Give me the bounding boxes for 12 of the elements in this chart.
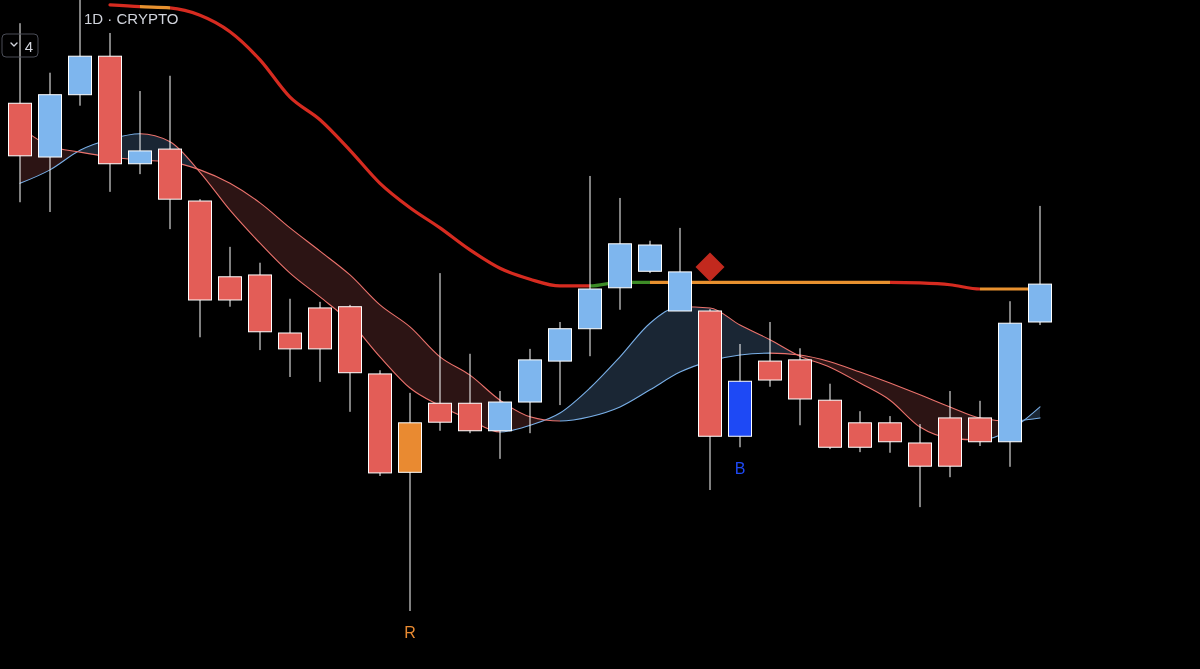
- candlestick: [878, 415, 902, 454]
- candlestick: [908, 423, 932, 508]
- text: R: [404, 623, 416, 641]
- candlestick: [428, 272, 452, 432]
- candlestick: [218, 246, 242, 308]
- candlestick: [278, 298, 302, 378]
- annotation: 4: [24, 37, 34, 55]
- candlestick: [968, 400, 992, 447]
- text: B: [734, 459, 746, 477]
- candlestick: [128, 90, 152, 175]
- candlestick: [758, 321, 782, 388]
- text: 1D · CRYPTO: [84, 10, 179, 27]
